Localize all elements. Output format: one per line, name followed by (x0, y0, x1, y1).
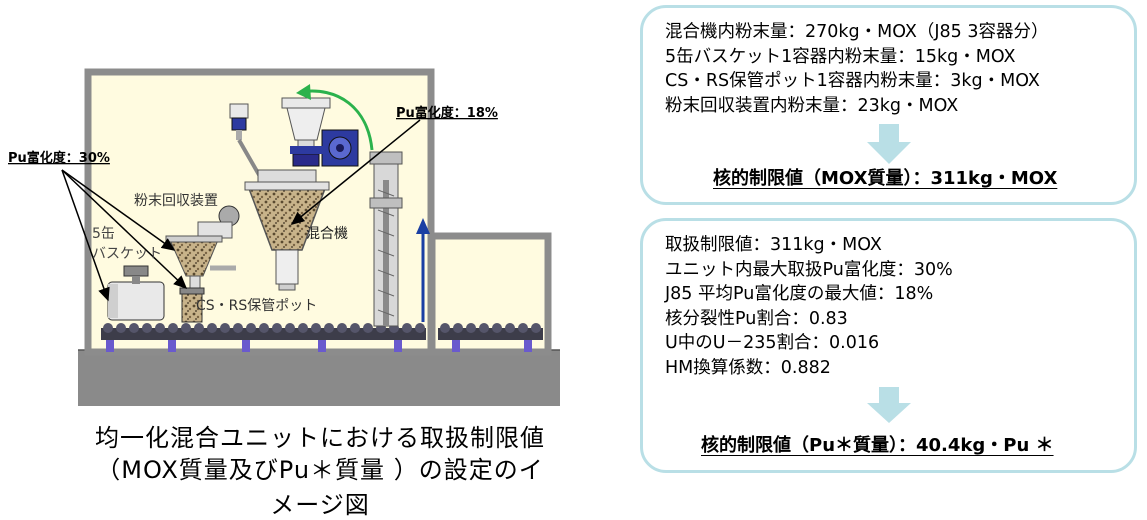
mox-down-arrow-icon (867, 124, 911, 164)
mox-line: CS・RS保管ポット1容器内粉末量：3kg・MOX (665, 71, 1040, 91)
storage-pot (179, 287, 205, 323)
pu-line: HM換算係数：0.882 (665, 357, 831, 378)
mox-limit-box: 混合機内粉末量：270kg・MOX（J85 3容器分） 5缶バスケット1容器内粉… (640, 5, 1137, 205)
mox-line: 混合機内粉末量：270kg・MOX（J85 3容器分） (665, 22, 1049, 42)
label-powder-recovery: 粉末回収装置 (134, 193, 218, 209)
basket-container (107, 265, 165, 321)
powder-recovery-device (165, 205, 240, 291)
pu-nuclear-limit: 核的制限値（Pu＊質量）：40.4kg・Pu ＊ (701, 435, 1054, 456)
mox-line: 5缶バスケット1容器内粉末量：15kg・MOX (665, 46, 1016, 67)
mixer-vessel (244, 169, 330, 291)
mox-line: 粉末回収装置内粉末量：23kg・MOX (665, 95, 959, 116)
label-basket-line1: 5缶 (92, 226, 115, 242)
label-basket-line2: バスケット (92, 246, 162, 262)
caption-line-2: （MOX質量及びPu＊質量 ）の設定のイメージ図 (96, 456, 544, 519)
mox-input-list: 混合機内粉末量：270kg・MOX（J85 3容器分） 5缶バスケット1容器内粉… (665, 20, 1049, 118)
label-pu-enrichment-top: Pu富化度：18% (396, 105, 498, 121)
pu-line: ユニット内最大取扱Pu富化度：30% (665, 259, 953, 280)
floor (78, 350, 560, 406)
pu-18-arrow (290, 119, 421, 225)
label-storage-pot: CS・RS保管ポット (196, 298, 317, 314)
mox-nuclear-limit: 核的制限値（MOX質量）：311kg・MOX (713, 168, 1058, 189)
label-pu-enrichment-left: Pu富化度：30% (8, 150, 110, 166)
caption-line-1: 均一化混合ユニットにおける取扱制限値 (95, 424, 545, 452)
lift-up-arrow (416, 218, 430, 322)
pu-input-list: 取扱制限値：311kg・MOX ユニット内最大取扱Pu富化度：30% J85 平… (665, 233, 953, 380)
pu-30-arrows (61, 169, 188, 302)
pu-down-arrow-icon (867, 387, 911, 423)
unit-diagram: Pu富化度：30% Pu富化度：18% 粉末回収装置 5缶 バスケット 混合機 … (8, 68, 560, 406)
conveyor-supports (106, 338, 532, 352)
pu-line: 核分裂性Pu割合：0.83 (665, 308, 848, 329)
motor-unit (290, 129, 359, 167)
lift-column (369, 151, 403, 327)
pu-limit-box: 取扱制限値：311kg・MOX ユニット内最大取扱Pu富化度：30% J85 平… (640, 218, 1137, 473)
pu-line: 取扱制限値：311kg・MOX (665, 235, 882, 255)
pu-line: U中のU－235割合：0.016 (665, 333, 880, 353)
green-transfer-arrow (296, 84, 374, 151)
conveyor-rollers (103, 323, 541, 333)
label-mixer: 混合機 (306, 226, 348, 242)
pu-line: J85 平均Pu富化度の最大値：18% (665, 284, 934, 304)
